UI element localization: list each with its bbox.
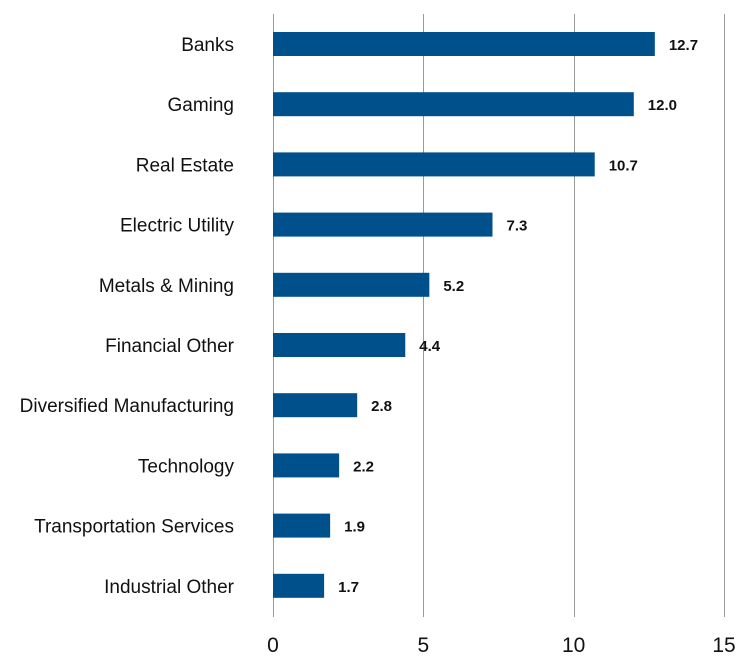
- data-label: 5.2: [443, 278, 464, 295]
- data-label: 1.7: [338, 579, 359, 596]
- bar: [273, 272, 430, 297]
- bars: [273, 32, 655, 598]
- bar: [273, 333, 406, 357]
- category-label: Transportation Services: [34, 517, 234, 538]
- bar: [273, 393, 358, 418]
- category-label: Electric Utility: [120, 216, 235, 237]
- category-labels: Banks Gaming Real Estate Electric Utility Me…: [20, 35, 235, 598]
- data-label: 1.9: [344, 519, 365, 536]
- data-label: 10.7: [609, 157, 638, 174]
- x-axis-tick-labels: 0 5 10 15: [267, 634, 736, 657]
- bar: [273, 513, 331, 538]
- data-label: 2.8: [371, 398, 392, 415]
- category-label: Industrial Other: [104, 577, 235, 598]
- value-labels: 12.7 12.0 10.7 7.3 5.2 4.4 2.8 2.2 1.9 1.7: [338, 37, 698, 596]
- category-label: Technology: [138, 456, 235, 477]
- bar: [273, 92, 634, 117]
- category-label: Diversified Manufacturing: [20, 396, 234, 417]
- data-label: 4.4: [419, 338, 441, 355]
- category-label: Financial Other: [105, 336, 235, 357]
- category-label: Banks: [181, 35, 234, 56]
- data-label: 12.0: [648, 97, 677, 114]
- bar: [273, 573, 325, 598]
- category-label: Metals & Mining: [99, 276, 234, 297]
- data-label: 12.7: [669, 37, 698, 54]
- bar: [273, 152, 595, 177]
- data-label: 7.3: [506, 218, 527, 235]
- x-tick-label: 5: [417, 634, 429, 657]
- category-label: Real Estate: [136, 155, 234, 176]
- data-label: 2.2: [353, 458, 374, 475]
- category-label: Gaming: [167, 95, 234, 116]
- bar: [273, 453, 340, 478]
- bar: [273, 32, 655, 56]
- bar: [273, 212, 493, 237]
- x-tick-label: 15: [712, 634, 735, 657]
- x-tick-label: 10: [562, 634, 585, 657]
- x-tick-label: 0: [267, 634, 279, 657]
